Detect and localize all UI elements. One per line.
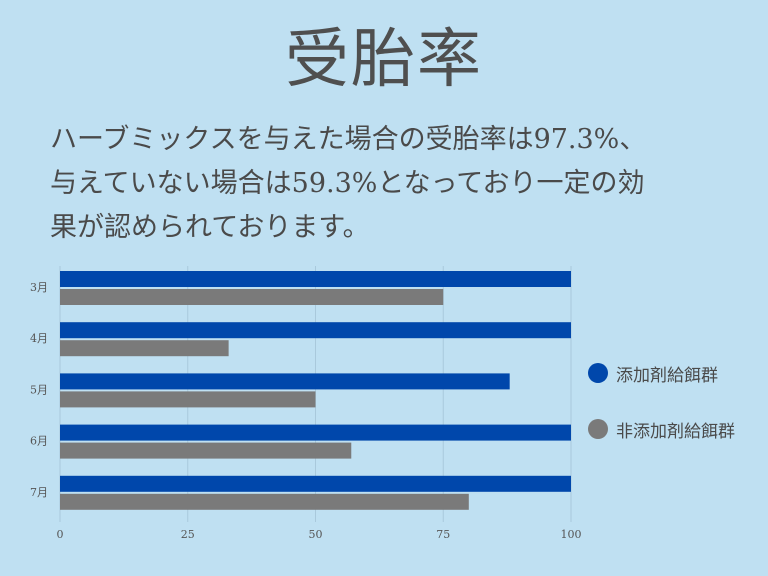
chart-legend: 添加剤給餌群 非添加剤給餌群 [588,355,768,467]
category-label: 7月 [30,486,48,499]
bar-additive [60,475,571,492]
description-line: ハーブミックスを与えた場合の受胎率は97.3%、 [50,124,647,155]
x-tick-label: 100 [561,528,582,541]
x-tick-label: 25 [181,528,195,541]
bar-additive [60,373,510,390]
legend-item-non-additive: 非添加剤給餌群 [588,411,768,447]
category-label: 5月 [30,383,48,396]
page-title: 受胎率 [285,23,483,97]
description-line: 果が認められております。 [50,212,370,243]
bar-additive [60,271,571,287]
legend-item-additive: 添加剤給餌群 [588,355,768,391]
bar-non-additive [60,340,229,357]
legend-label: 非添加剤給餌群 [616,421,735,442]
x-tick-label: 75 [436,528,450,541]
description-text: ハーブミックスを与えた場合の受胎率は97.3%、 与えていない場合は59.3%と… [50,118,740,250]
bar-non-additive [60,442,352,459]
description-line: 与えていない場合は59.3%となっており一定の効 [50,168,645,199]
bar-non-additive [60,493,469,510]
bar-additive [60,424,571,441]
x-tick-label: 50 [309,528,323,541]
category-label: 6月 [30,435,48,448]
legend-label: 添加剤給餌群 [616,365,718,386]
bar-additive [60,322,571,339]
bar-non-additive [60,289,444,305]
category-label: 3月 [30,281,48,294]
legend-swatch-non-additive [588,419,608,439]
category-label: 4月 [30,332,48,345]
x-tick-label: 0 [57,528,64,541]
bar-non-additive [60,391,316,408]
legend-swatch-additive [588,363,608,383]
